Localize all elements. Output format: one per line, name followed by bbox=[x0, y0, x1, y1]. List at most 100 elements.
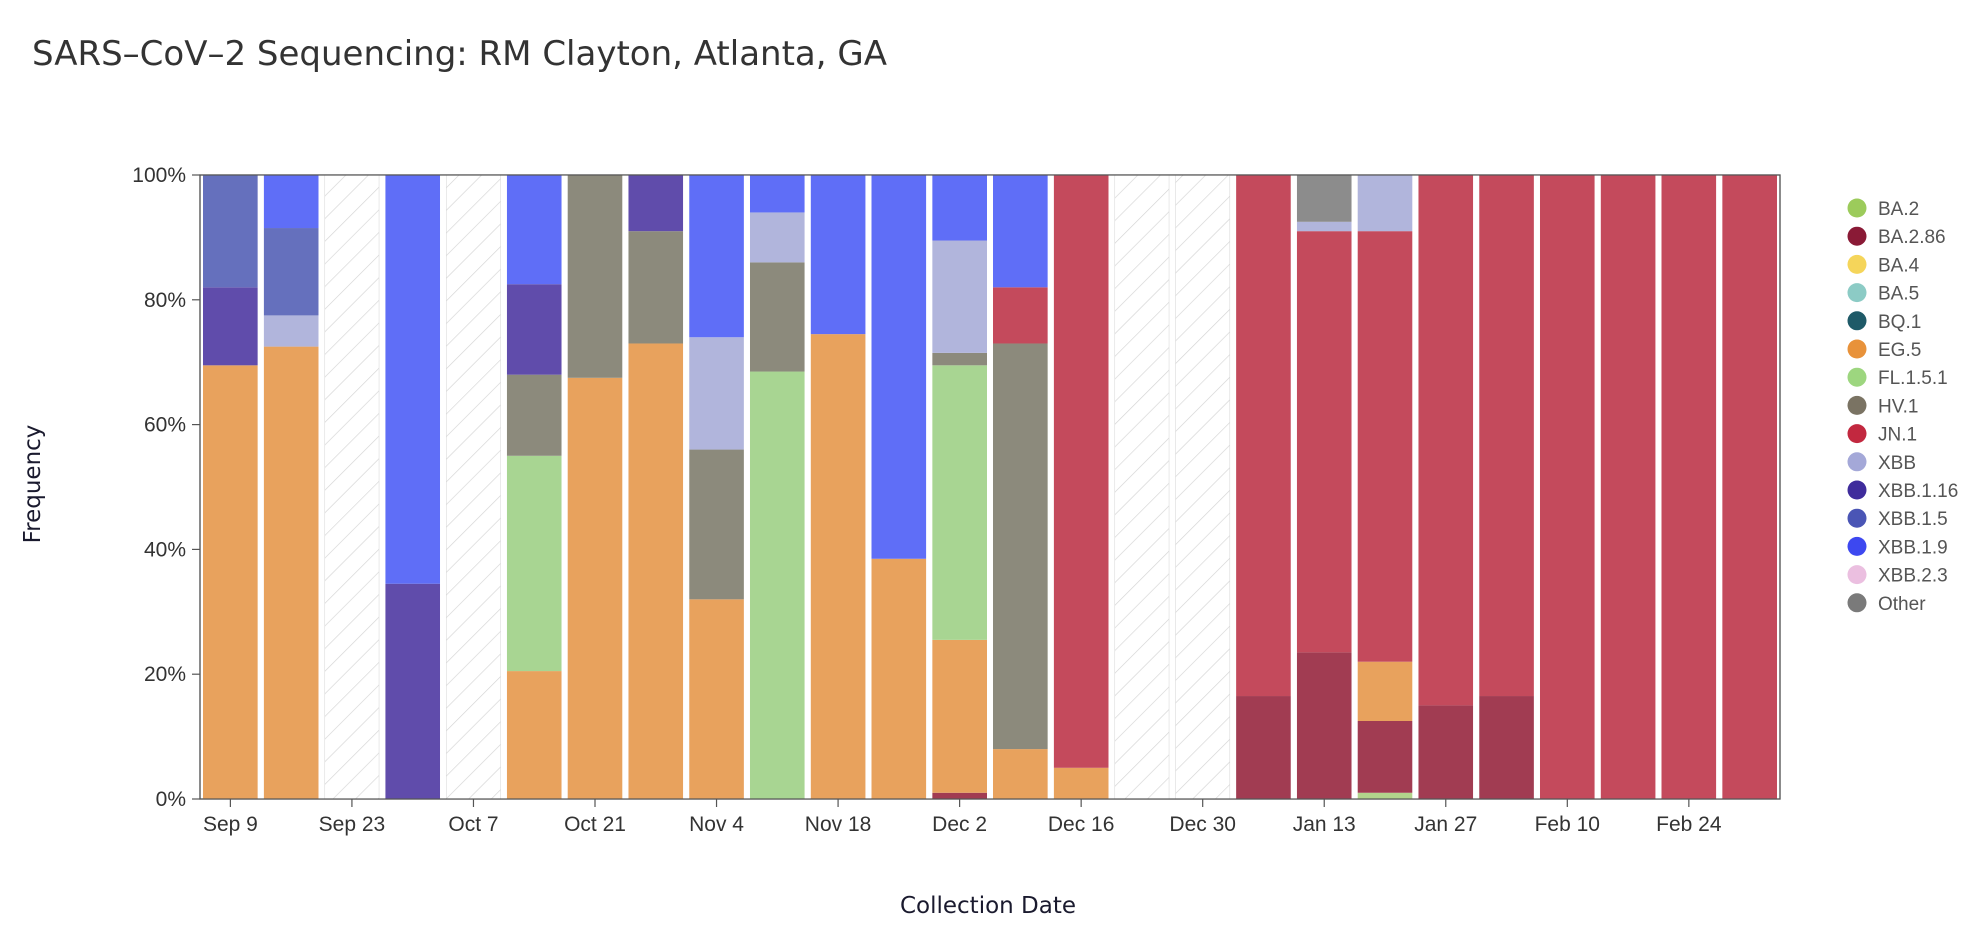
x-tick-label: Nov 4 bbox=[689, 813, 744, 836]
bar-segment[interactable] bbox=[1296, 175, 1352, 222]
legend-item[interactable]: BQ.1 bbox=[1847, 311, 1922, 333]
bar-segment[interactable] bbox=[993, 749, 1048, 799]
x-tick-label: Jan 27 bbox=[1414, 813, 1477, 836]
bar-segment[interactable] bbox=[628, 343, 684, 799]
legend-marker bbox=[1847, 339, 1867, 359]
bar-segment[interactable] bbox=[1357, 721, 1413, 793]
bar-segment[interactable] bbox=[263, 315, 319, 347]
legend-item[interactable]: FL.1.5.1 bbox=[1847, 367, 1948, 390]
bar-segment[interactable] bbox=[749, 175, 805, 213]
legend-marker bbox=[1847, 198, 1867, 218]
legend-item[interactable]: XBB bbox=[1847, 452, 1917, 474]
bar-segment[interactable] bbox=[263, 228, 319, 316]
bar-segment[interactable] bbox=[689, 599, 744, 799]
bar-segment[interactable] bbox=[385, 583, 441, 799]
bar-segment[interactable] bbox=[1296, 221, 1352, 232]
bar-segment[interactable] bbox=[628, 231, 684, 344]
legend-label: BA.2 bbox=[1878, 199, 1919, 220]
bar-segment[interactable] bbox=[506, 175, 562, 285]
bar-segment[interactable] bbox=[1236, 696, 1291, 799]
legend-item[interactable]: XBB.2.3 bbox=[1847, 565, 1948, 587]
bar-segment[interactable] bbox=[1357, 175, 1413, 232]
legend-item[interactable]: BA.2 bbox=[1847, 198, 1920, 221]
x-axis: Sep 9 Sep 23 Oct 7 Oct 21 Nov 4 Nov 18 Dec 2 De… bbox=[203, 799, 1722, 836]
bar-segment[interactable] bbox=[263, 346, 319, 799]
bar-segment[interactable] bbox=[1661, 175, 1717, 799]
bar-segment[interactable] bbox=[1418, 705, 1474, 799]
bar-segment[interactable] bbox=[689, 175, 744, 338]
bar-segment[interactable] bbox=[1236, 175, 1291, 697]
legend: BA.2 BA.2.86 BA.4 BA.5 BQ.1 EG.5 FL.1.5.1 HV.1 J… bbox=[1847, 198, 1959, 615]
legend-label: HV.1 bbox=[1878, 396, 1919, 417]
legend-label: Other bbox=[1878, 594, 1926, 615]
legend-item[interactable]: XBB.1.9 bbox=[1847, 536, 1948, 559]
bar-segment[interactable] bbox=[810, 175, 866, 335]
bar-segment[interactable] bbox=[932, 352, 987, 366]
legend-item[interactable]: XBB.1.16 bbox=[1847, 480, 1959, 503]
bar-segment[interactable] bbox=[1600, 175, 1656, 799]
bar-segment[interactable] bbox=[749, 262, 805, 372]
bar-segment[interactable] bbox=[1053, 767, 1109, 799]
bar-segment[interactable] bbox=[932, 240, 987, 353]
bar-segment[interactable] bbox=[1539, 175, 1595, 799]
bar-segment[interactable] bbox=[1357, 661, 1413, 721]
x-tick-label: Feb 24 bbox=[1656, 813, 1722, 836]
legend-marker bbox=[1847, 565, 1867, 585]
legend-item[interactable]: HV.1 bbox=[1847, 395, 1919, 418]
bar-segment[interactable] bbox=[689, 449, 744, 600]
y-tick-label: 40% bbox=[144, 538, 186, 561]
legend-item[interactable]: BA.5 bbox=[1847, 283, 1920, 305]
bar-segment[interactable] bbox=[993, 287, 1048, 344]
bar-segment[interactable] bbox=[1053, 175, 1109, 768]
bar-segment[interactable] bbox=[810, 334, 866, 799]
bar-segment[interactable] bbox=[1357, 792, 1413, 799]
x-axis-title: Collection Date bbox=[900, 893, 1076, 919]
bar-segment[interactable] bbox=[567, 377, 623, 799]
x-tick-label: Feb 10 bbox=[1535, 813, 1600, 836]
bar-segment[interactable] bbox=[506, 284, 562, 375]
plot-border bbox=[199, 174, 1781, 800]
legend-item[interactable]: Other bbox=[1847, 593, 1927, 615]
legend-item[interactable]: BA.4 bbox=[1847, 254, 1920, 277]
bar-segment[interactable] bbox=[689, 337, 744, 450]
bar-segment[interactable] bbox=[385, 175, 441, 584]
bar-segment[interactable] bbox=[871, 558, 927, 799]
bar-segment[interactable] bbox=[749, 212, 805, 263]
bar-segment[interactable] bbox=[1479, 696, 1534, 799]
bar-segment[interactable] bbox=[871, 175, 927, 559]
x-tick-label: Nov 18 bbox=[805, 813, 872, 836]
bar-segment[interactable] bbox=[263, 175, 319, 229]
bar-segment[interactable] bbox=[203, 287, 258, 366]
y-axis-title: Frequency bbox=[20, 425, 46, 544]
bar-segment[interactable] bbox=[932, 365, 987, 640]
legend-item[interactable]: BA.2.86 bbox=[1847, 226, 1946, 249]
bar-segment[interactable] bbox=[1418, 175, 1474, 706]
legend-item[interactable]: JN.1 bbox=[1847, 424, 1918, 446]
bar-segment[interactable] bbox=[1296, 652, 1352, 799]
bar-segment[interactable] bbox=[1296, 231, 1352, 653]
bar-segment[interactable] bbox=[628, 175, 684, 232]
bar-segment[interactable] bbox=[749, 371, 805, 799]
bar-segment[interactable] bbox=[567, 175, 623, 378]
bar-segment[interactable] bbox=[203, 175, 258, 288]
legend-label: XBB.1.9 bbox=[1878, 537, 1948, 558]
bar-segment[interactable] bbox=[932, 639, 987, 793]
bar-segment[interactable] bbox=[993, 175, 1048, 288]
y-tick-label: 100% bbox=[132, 164, 186, 187]
x-tick-label: Oct 21 bbox=[564, 813, 626, 836]
y-tick-label: 60% bbox=[144, 414, 186, 437]
bar-segment[interactable] bbox=[932, 175, 987, 241]
bar-segment[interactable] bbox=[1357, 231, 1413, 662]
bar-segment[interactable] bbox=[203, 365, 258, 799]
bar-segment[interactable] bbox=[993, 343, 1048, 750]
legend-marker bbox=[1847, 311, 1867, 331]
legend-item[interactable]: XBB.1.5 bbox=[1847, 508, 1948, 531]
bar-segment[interactable] bbox=[1479, 175, 1534, 697]
bar-segment[interactable] bbox=[1722, 175, 1777, 799]
legend-label: EG.5 bbox=[1878, 340, 1921, 361]
bar-segment[interactable] bbox=[506, 455, 562, 672]
legend-item[interactable]: EG.5 bbox=[1847, 339, 1922, 362]
bar-segment[interactable] bbox=[932, 792, 987, 799]
bar-segment[interactable] bbox=[506, 671, 562, 799]
bar-segment[interactable] bbox=[506, 374, 562, 456]
